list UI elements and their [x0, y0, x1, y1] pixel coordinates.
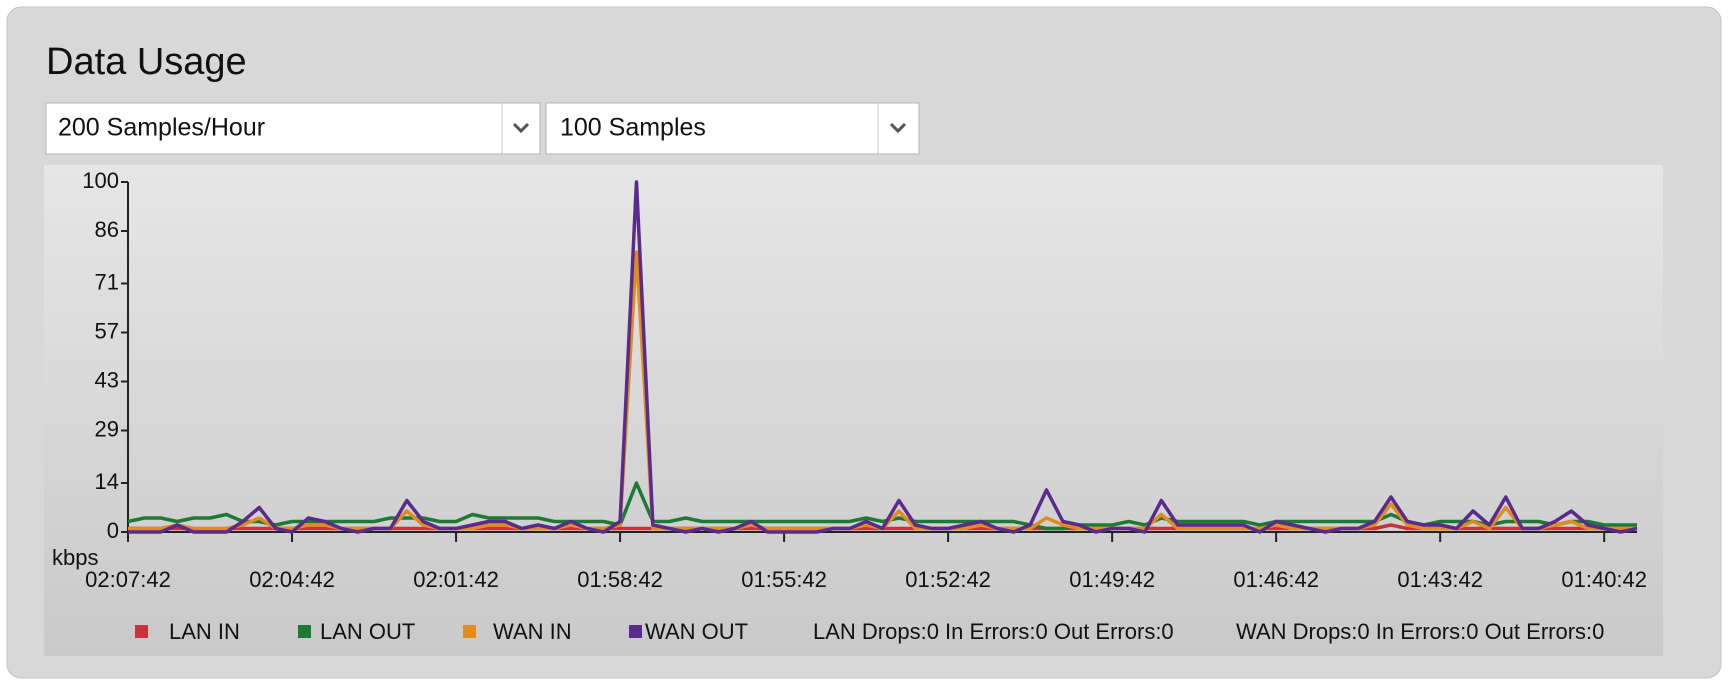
select-rate[interactable]: 200 Samples/Hour [45, 102, 541, 155]
x-tick-label: 01:49:42 [1069, 567, 1155, 592]
select-box[interactable] [45, 102, 541, 155]
series-line [128, 180, 1638, 534]
legend-label: LAN OUT [320, 619, 415, 644]
y-tick-label: 0 [107, 518, 119, 543]
x-tick-label: 02:07:42 [85, 567, 171, 592]
x-tick-label: 01:40:42 [1561, 567, 1647, 592]
plot: 0 14 29 43 57 71 86 100 02:07:42 02:04:42 02:01:42… [82, 168, 1647, 644]
y-tick-label: 100 [82, 168, 119, 193]
y-tick-label: 71 [95, 269, 119, 294]
legend-label: LAN IN [169, 619, 240, 644]
series-line [127, 481, 1637, 531]
legend-label: WAN OUT [645, 619, 748, 644]
x-tick-label: 01:58:42 [577, 567, 663, 592]
y-tick-label: 86 [95, 217, 119, 242]
select-arrow [889, 122, 907, 134]
select-count[interactable]: 100 Samples [545, 102, 920, 155]
x-tick-label: 02:04:42 [249, 567, 335, 592]
x-tick-label: 01:43:42 [1397, 567, 1483, 592]
y-tick-label: 57 [95, 318, 119, 343]
x-tick-label: 01:52:42 [905, 567, 991, 592]
stats-text: WAN Drops:0 In Errors:0 Out Errors:0 [1236, 619, 1604, 644]
y-axis-label: kbps [52, 545, 98, 570]
y-tick-label: 43 [95, 367, 119, 392]
legend-label: WAN IN [493, 619, 572, 644]
x-tick-label: 01:46:42 [1233, 567, 1319, 592]
select-label: 100 Samples [560, 114, 706, 142]
legend-swatch [298, 625, 311, 638]
legend-swatch [135, 625, 148, 638]
y-tick-label: 14 [95, 469, 119, 494]
legend-swatch [629, 625, 642, 638]
y-tick-label: 29 [95, 416, 119, 441]
stats-text: LAN Drops:0 In Errors:0 Out Errors:0 [813, 619, 1174, 644]
select-label: 200 Samples/Hour [58, 114, 265, 142]
chart-area [44, 165, 1663, 656]
select-arrow [512, 122, 530, 134]
legend-swatch [463, 625, 476, 638]
x-tick-label: 02:01:42 [413, 567, 499, 592]
select-box[interactable] [545, 102, 920, 155]
panel-title: Data Usage [46, 41, 247, 83]
x-tick-label: 01:55:42 [741, 567, 827, 592]
